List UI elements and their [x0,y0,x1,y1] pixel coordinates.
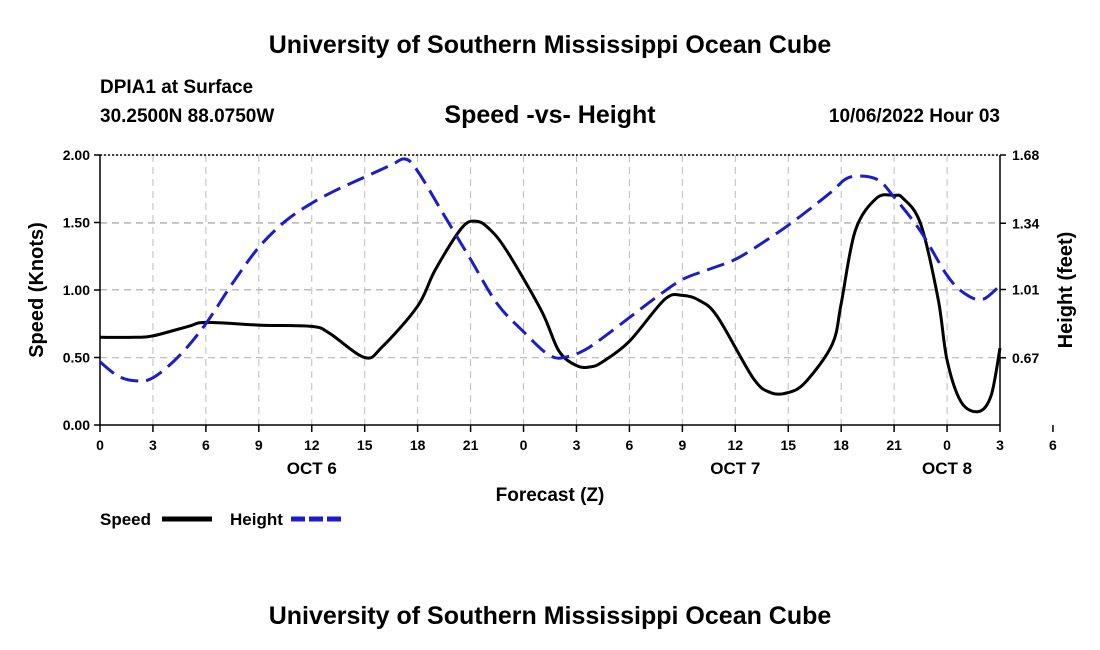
x-axis-title: Forecast (Z) [496,485,605,506]
forecast-datetime: 10/06/2022 Hour 03 [828,106,1000,127]
y2-axis-title: Height (feet) [1055,232,1077,349]
x-tick-label: 18 [410,437,426,453]
chart-title-bottom: University of Southern Mississippi Ocean… [268,602,832,630]
x-tick-label: 6 [626,437,634,453]
y2-tick-label: 1.01 [1012,281,1039,297]
y-tick-label: 1.50 [63,215,90,231]
day-label: OCT 8 [922,459,972,478]
x-tick-label: 15 [780,437,796,453]
y2-tick-label: 1.34 [1012,215,1039,231]
x-tick-label: 0 [520,437,528,453]
chart-subtitle: Speed -vs- Height [444,101,656,129]
x-tick-label: 6 [1049,437,1057,453]
x-tick-label: 21 [463,437,479,453]
chart-title-top: University of Southern Mississippi Ocean… [268,31,832,59]
day-label: OCT 6 [287,459,337,478]
station-label: DPIA1 at Surface [100,77,254,98]
x-tick-label: 9 [255,437,263,453]
series-line-speed [99,193,1002,414]
y-tick-label: 1.00 [63,282,90,298]
y-tick-label: 0.00 [63,417,90,433]
y-tick-label: 2.00 [63,147,90,163]
x-tick-label: 0 [943,437,951,453]
x-tick-label: 9 [678,437,686,453]
day-label: OCT 7 [710,459,760,478]
station-coordinates: 30.2500N 88.0750W [100,106,275,127]
y-axis-title: Speed (Knots) [26,222,48,358]
legend-label-speed: Speed [100,510,151,529]
x-tick-label: 3 [996,437,1004,453]
x-tick-label: 12 [728,437,744,453]
x-tick-label: 6 [202,437,210,453]
x-tick-label: 12 [304,437,320,453]
y-tick-label: 0.50 [63,350,90,366]
legend-label-height: Height [230,510,283,529]
x-tick-label: 21 [886,437,902,453]
x-tick-label: 3 [573,437,581,453]
y2-tick-label: 1.68 [1012,147,1039,163]
x-tick-label: 3 [149,437,157,453]
x-tick-label: 18 [833,437,849,453]
x-tick-label: 15 [357,437,373,453]
series-line-height [99,157,1001,383]
x-tick-label: 0 [96,437,104,453]
y2-tick-label: 0.67 [1012,350,1039,366]
